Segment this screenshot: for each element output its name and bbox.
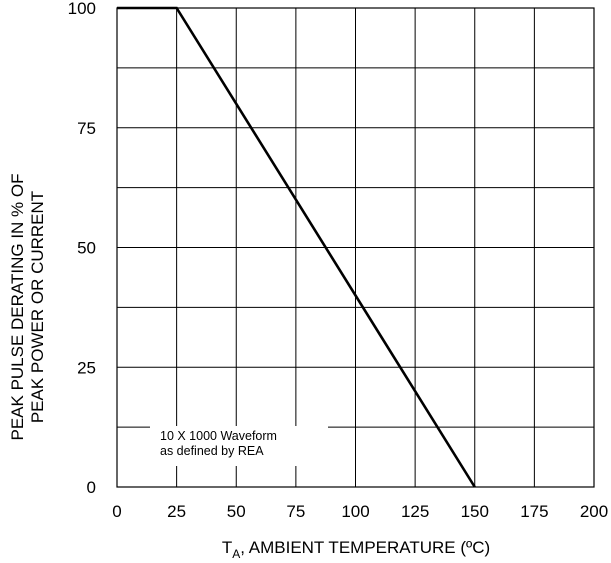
chart-grid	[116, 7, 595, 488]
y-tick-label: 75	[77, 119, 96, 138]
x-axis-label-text: , AMBIENT TEMPERATURE (ºC)	[240, 538, 490, 557]
x-tick-label: 100	[341, 502, 369, 521]
x-tick-label: 200	[580, 502, 608, 521]
y-tick-label: 50	[77, 239, 96, 258]
plot-frame	[116, 7, 595, 488]
y-axis-label-line-2: PEAK POWER OR CURRENT	[28, 191, 47, 423]
x-tick-label: 125	[401, 502, 429, 521]
y-axis-label-line-1: PEAK PULSE DERATING IN % OF	[8, 173, 27, 440]
x-tick-label: 0	[112, 502, 121, 521]
x-axis-label-subscript: A	[232, 547, 240, 561]
y-tick-label: 100	[68, 0, 96, 18]
x-tick-labels: 0 25 50 75 100 125 150 175 200	[112, 502, 608, 521]
annotation-line-2: as defined by REA	[160, 444, 264, 458]
y-tick-labels: 0 25 50 75 100	[68, 0, 96, 497]
x-tick-label: 25	[167, 502, 186, 521]
annotation-line-1: 10 X 1000 Waveform	[160, 429, 277, 443]
x-tick-label: 175	[520, 502, 548, 521]
series-layer	[117, 6, 476, 488]
x-tick-label: 150	[461, 502, 489, 521]
x-tick-label: 50	[227, 502, 246, 521]
y-tick-label: 25	[77, 358, 96, 377]
x-axis-label: TA, AMBIENT TEMPERATURE (ºC)	[222, 538, 490, 561]
x-tick-label: 75	[286, 502, 305, 521]
x-axis-label-symbol: T	[222, 538, 232, 557]
y-tick-label: 0	[87, 478, 96, 497]
derating-curve	[117, 6, 476, 488]
waveform-annotation: 10 X 1000 Waveform as defined by REA	[150, 426, 328, 466]
annotation-background	[150, 426, 328, 466]
